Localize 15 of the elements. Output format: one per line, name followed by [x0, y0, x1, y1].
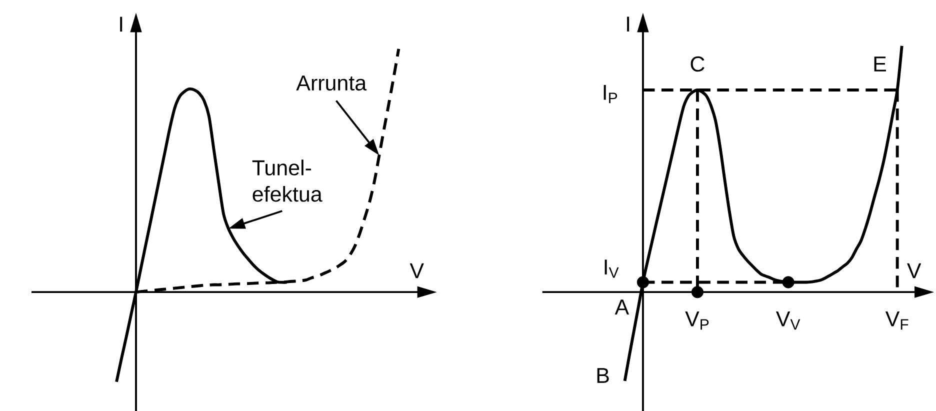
- annotation: E: [874, 56, 886, 72]
- y-axis-title: I: [627, 16, 630, 32]
- x-tick-label: V$_{F}$: [885, 311, 908, 330]
- annotation: C: [690, 56, 704, 72]
- x-axis-title: V: [907, 263, 922, 278]
- y-axis-title: I: [120, 16, 122, 32]
- text: B: [597, 368, 609, 383]
- series-label: I$_{P}$: [604, 84, 618, 104]
- series-label: I$_{V}$: [604, 260, 619, 278]
- annotation: A: [614, 300, 630, 314]
- x-tick-label: V$_{V}$: [776, 311, 800, 330]
- annotation: Arrunta: [296, 75, 367, 90]
- x-axis-title: V: [410, 263, 424, 278]
- x-tick-label: V$_{P}$: [685, 311, 709, 330]
- annotation: Tunel-efektua: [252, 160, 322, 202]
